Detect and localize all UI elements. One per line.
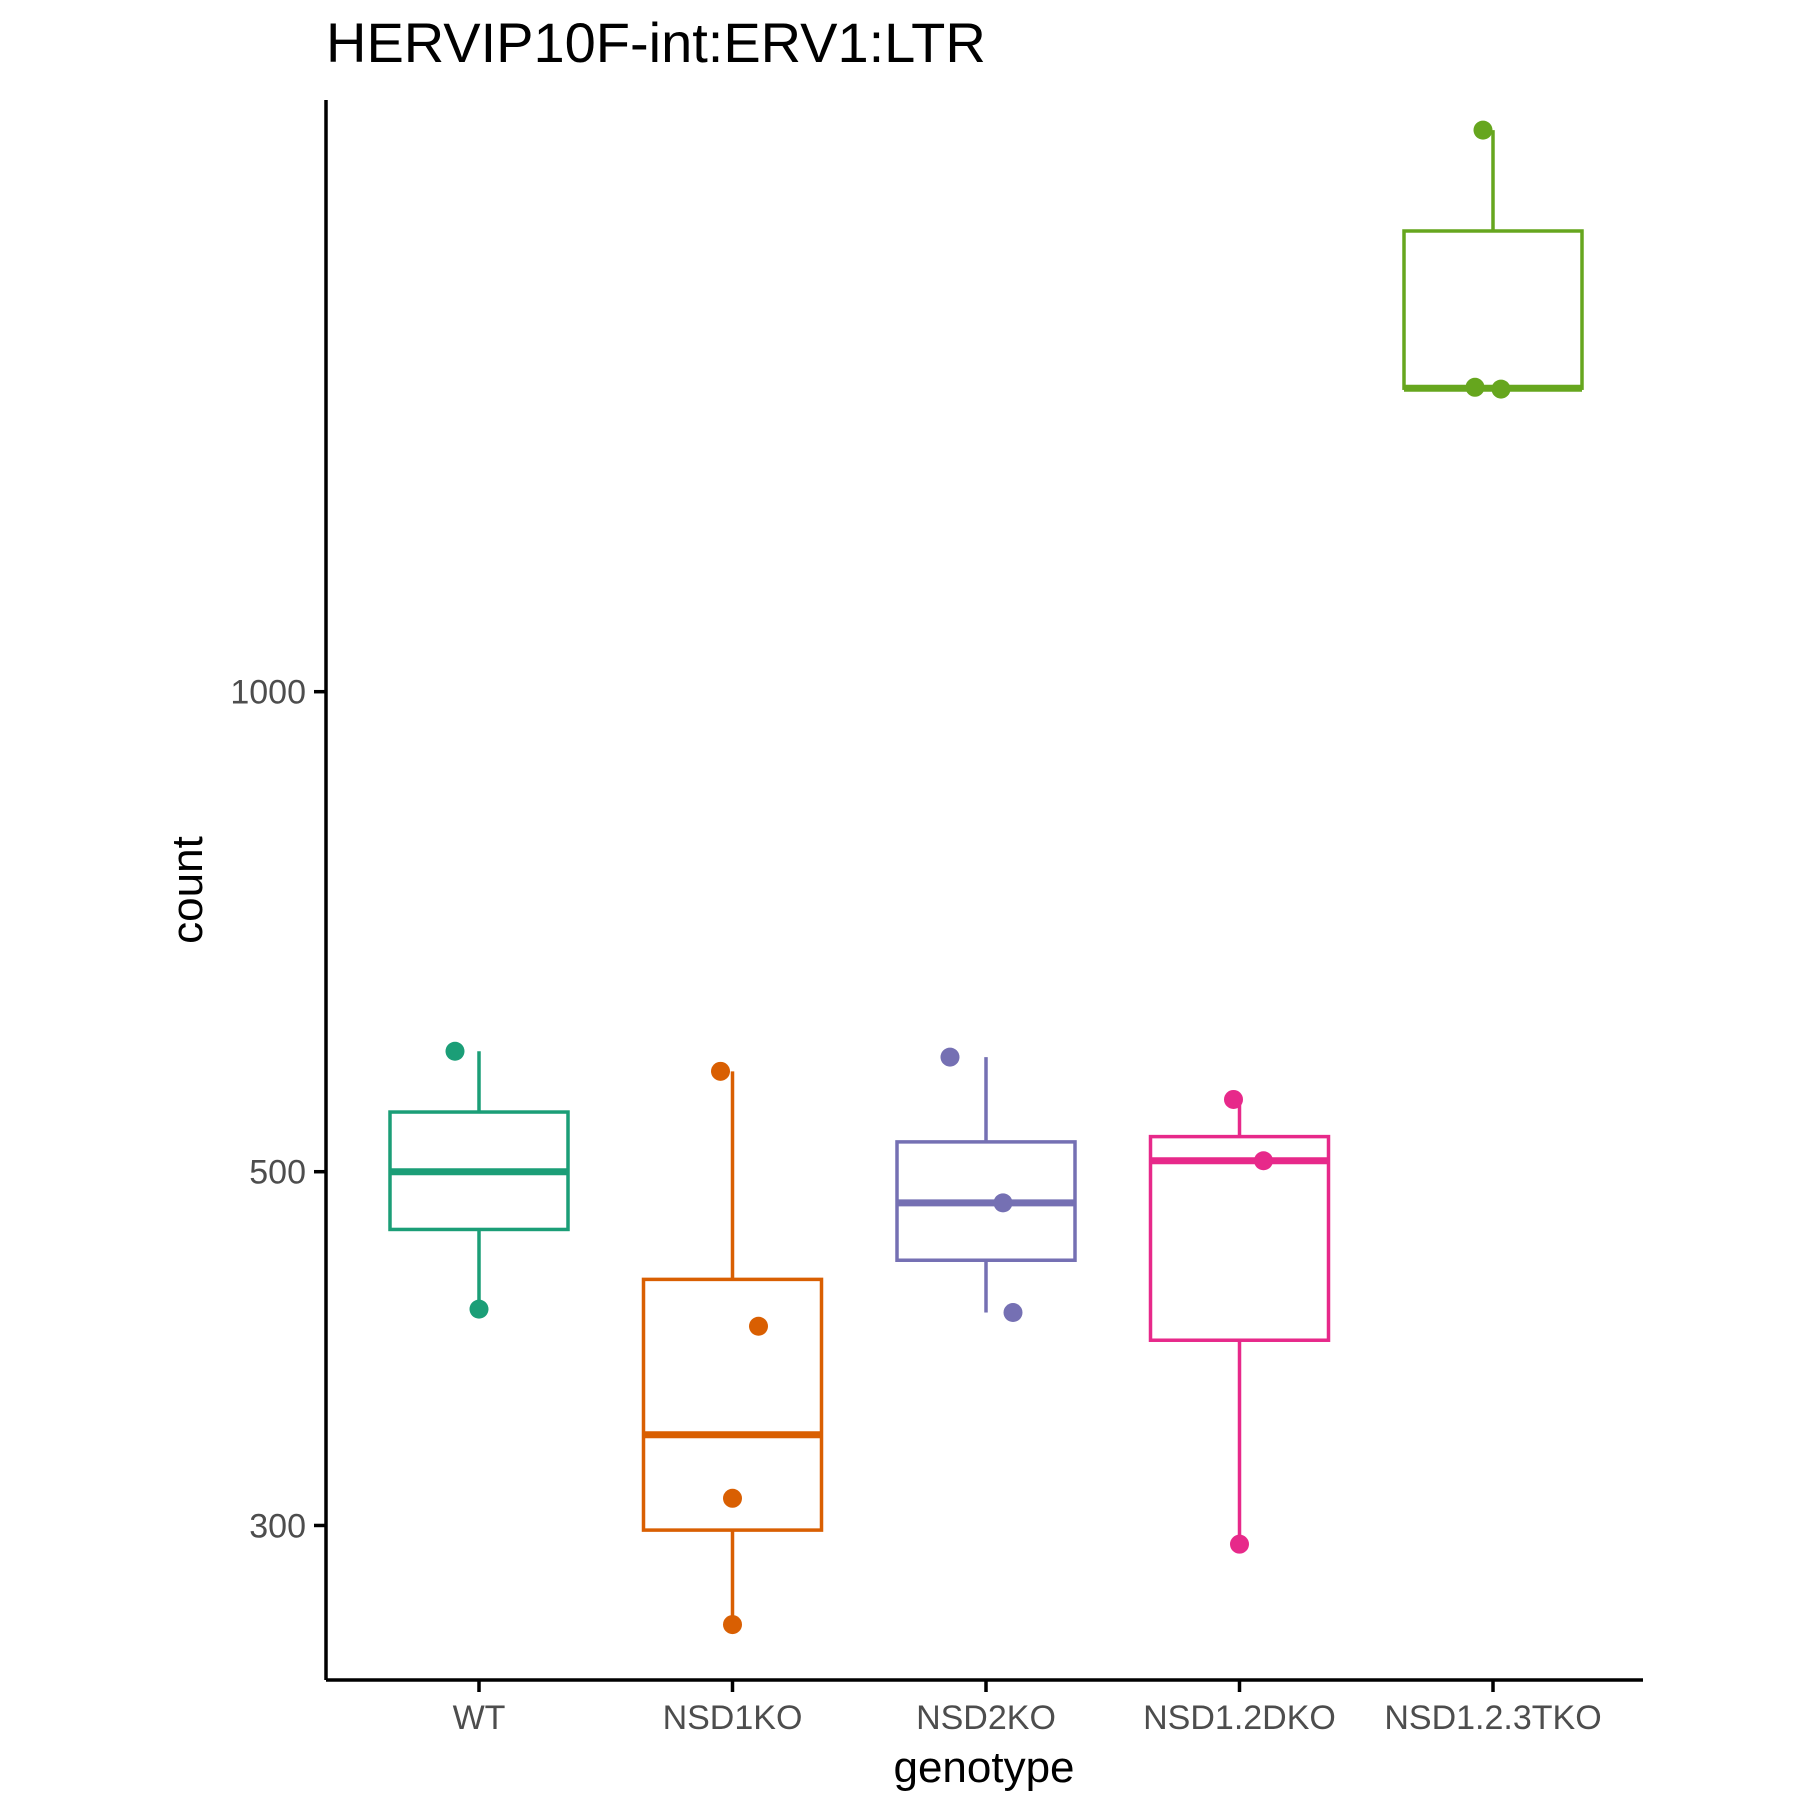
chart-title: HERVIP10F-int:ERV1:LTR [326, 11, 986, 74]
x-tick-label: NSD1.2DKO [1143, 1699, 1336, 1737]
y-tick-label: 1000 [230, 674, 306, 712]
boxplot-nsd1-2dko [1148, 1089, 1331, 1554]
plot-area [388, 120, 1584, 1635]
boxplot-nsd1ko [641, 1061, 824, 1635]
box [1402, 229, 1584, 390]
data-point [469, 1299, 489, 1319]
data-point [723, 1615, 742, 1635]
data-point [1003, 1303, 1023, 1323]
data-point [723, 1488, 742, 1508]
box [1148, 1134, 1331, 1342]
x-tick-label: WT [453, 1699, 506, 1737]
data-point [1473, 120, 1493, 140]
data-point [993, 1193, 1013, 1213]
x-tick-label: NSD2KO [916, 1699, 1056, 1737]
data-point [1224, 1089, 1243, 1109]
boxplot-nsd2ko [895, 1047, 1077, 1323]
boxplot-wt [388, 1041, 570, 1319]
data-point [1465, 377, 1485, 397]
x-axis-title: genotype [893, 1743, 1074, 1792]
data-point [1230, 1534, 1249, 1554]
y-axis-ticks: 300 500 1000 [230, 674, 326, 1545]
boxplot-nsd1-2-3tko [1402, 120, 1584, 399]
x-tick-label: NSD1.2.3TKO [1384, 1699, 1601, 1737]
data-point [1254, 1151, 1273, 1171]
box [641, 1277, 824, 1532]
x-tick-label: NSD1KO [663, 1699, 803, 1737]
y-tick-label: 500 [249, 1154, 306, 1192]
y-tick-label: 300 [249, 1507, 306, 1545]
x-axis-ticks: WT NSD1KO NSD2KO NSD1.2DKO NSD1.2.3TKO [453, 1680, 1602, 1737]
data-point [749, 1316, 768, 1336]
data-point [445, 1041, 465, 1061]
y-axis-title: count [163, 836, 212, 944]
data-point [940, 1047, 960, 1067]
data-point [1491, 379, 1511, 399]
data-point [711, 1061, 730, 1081]
